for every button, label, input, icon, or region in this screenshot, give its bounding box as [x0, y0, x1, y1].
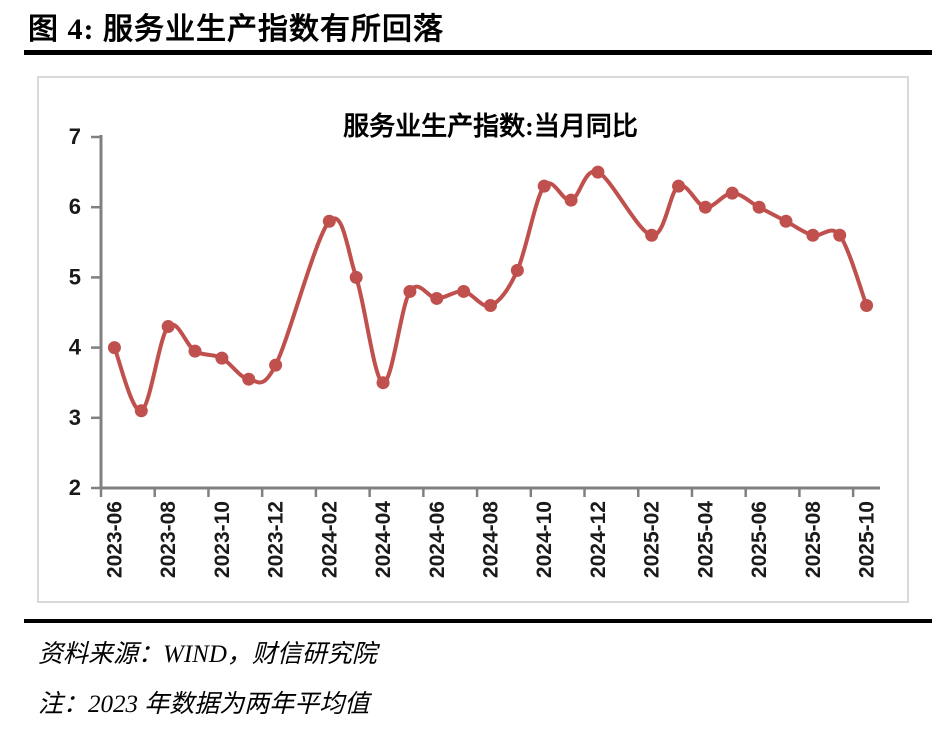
x-axis-label: 2024-06 [426, 501, 449, 578]
data-point [134, 404, 148, 418]
data-point [457, 284, 471, 298]
data-note: 注：2023 年数据为两年平均值 [38, 691, 370, 718]
data-point [188, 344, 202, 358]
data-point [349, 270, 363, 284]
data-point [510, 263, 524, 277]
data-point [752, 200, 766, 214]
data-point [322, 214, 336, 228]
data-point [779, 214, 793, 228]
data-point [591, 165, 605, 179]
data-point [564, 193, 578, 207]
x-axis-label: 2025-02 [641, 501, 664, 578]
x-axis-label: 2023-08 [157, 501, 180, 578]
data-point [161, 320, 175, 334]
x-axis-label: 2025-06 [748, 501, 771, 578]
x-axis-label: 2024-08 [480, 501, 503, 578]
x-axis-label: 2024-04 [372, 501, 395, 578]
data-point [833, 228, 847, 242]
x-axis-label: 2023-06 [103, 501, 126, 578]
data-point [242, 372, 256, 386]
data-point [430, 291, 444, 305]
chart-title: 服务业生产指数:当月同比 [343, 112, 638, 141]
x-axis-label: 2024-10 [533, 501, 556, 578]
data-point [672, 179, 686, 193]
series-line [112, 169, 869, 413]
line-chart: 服务业生产指数:当月同比 2 3 4 5 6 7 2023-06 2023-08 2023-10 2… [69, 112, 880, 578]
y-axis-label: 5 [69, 264, 81, 289]
x-axis-label: 2024-12 [587, 501, 610, 578]
y-axis-label: 4 [69, 335, 82, 360]
x-axis-label: 2025-08 [802, 501, 825, 578]
figure-title: 图 4: 服务业生产指数有所回落 [28, 13, 444, 46]
x-axis-label: 2023-12 [265, 501, 288, 578]
data-point [403, 284, 417, 298]
y-axis-label: 3 [69, 405, 81, 430]
x-axis-label: 2024-02 [318, 501, 341, 578]
footer-divider-rule [24, 619, 932, 623]
chart-card: 服务业生产指数:当月同比 2 3 4 5 6 7 2023-06 2023-08 2023-10 2… [37, 76, 909, 603]
y-axis-label: 2 [69, 475, 81, 500]
x-axis-label: 2025-04 [694, 501, 717, 578]
source-note: 资料来源：WIND，财信研究院 [38, 641, 377, 668]
data-point [725, 186, 739, 200]
y-axis-label: 6 [69, 194, 81, 219]
data-point [860, 298, 874, 312]
x-axis-label: 2025-10 [856, 501, 879, 578]
data-point [698, 200, 712, 214]
data-point [645, 228, 659, 242]
data-point [376, 376, 390, 390]
y-axis-label: 7 [69, 124, 81, 149]
data-point [269, 358, 283, 372]
data-point [215, 351, 229, 365]
data-point [107, 341, 121, 355]
data-point [806, 228, 820, 242]
data-point [484, 298, 497, 312]
x-axis-label: 2023-10 [211, 501, 234, 578]
data-point [537, 179, 551, 193]
title-divider-rule [24, 50, 932, 55]
